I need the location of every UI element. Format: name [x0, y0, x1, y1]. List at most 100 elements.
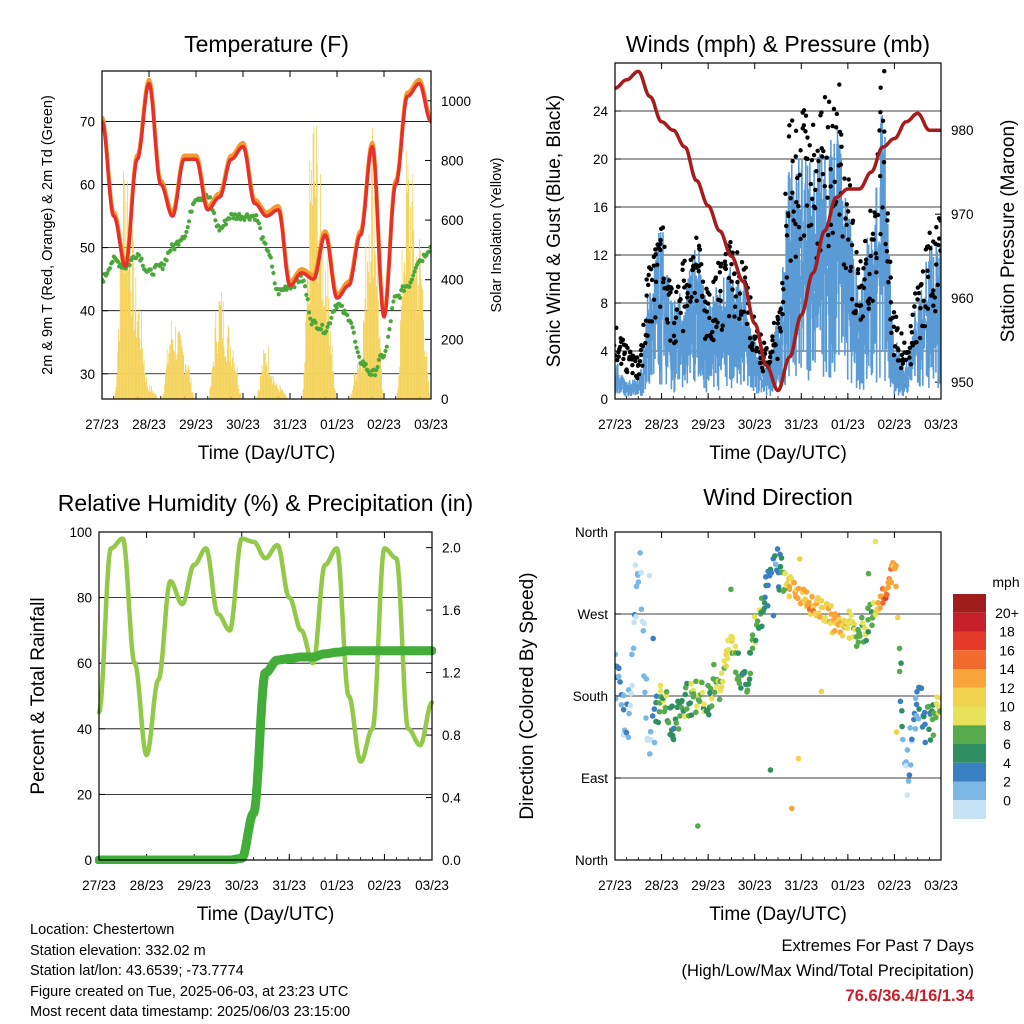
gust-point	[780, 311, 785, 317]
dewpoint-point	[309, 322, 314, 327]
x-tick-label: 02/23	[878, 417, 912, 432]
direction-point	[650, 635, 656, 642]
gust-point	[871, 237, 876, 242]
gust-point	[788, 258, 793, 263]
direction-point	[765, 582, 771, 589]
dewpoint-point	[387, 327, 392, 332]
gust-point	[847, 183, 853, 188]
dewpoint-point	[151, 272, 156, 277]
gust-point	[893, 314, 899, 319]
dewpoint-point	[372, 373, 378, 378]
x-tick-label: 03/23	[415, 878, 449, 893]
gust-point	[744, 321, 750, 327]
dewpoint-point	[349, 320, 354, 326]
direction-point	[732, 669, 739, 676]
direction-point	[657, 682, 664, 689]
colorbar-swatch	[953, 762, 986, 782]
dewpoint-point	[185, 225, 190, 230]
direction-point	[903, 762, 909, 769]
x-tick-label: 02/23	[367, 417, 401, 432]
direction-point	[707, 689, 713, 696]
dewpoint-point	[353, 339, 358, 344]
gust-point	[717, 270, 723, 275]
direction-point	[694, 703, 700, 709]
gust-point	[787, 123, 792, 128]
gust-point	[821, 148, 826, 154]
direction-point	[620, 692, 627, 699]
direction-point	[738, 685, 744, 691]
gust-point	[913, 291, 918, 296]
gust-point	[704, 286, 709, 292]
direction-point	[615, 673, 622, 680]
recent-timestamp: Most recent data timestamp: 2025/06/03 2…	[30, 1004, 351, 1020]
wind_direction-panel: Wind Direction North East South West North 27/…	[517, 484, 1020, 925]
direction-point	[741, 668, 748, 675]
dewpoint-point	[292, 285, 297, 290]
x-axis-label: Time (Day/UTC)	[709, 904, 847, 925]
direction-point	[915, 715, 922, 722]
gust-point	[882, 129, 887, 134]
dewpoint-point	[254, 213, 259, 218]
gust-point	[682, 258, 687, 264]
dewpoint-point	[331, 309, 337, 314]
direction-point	[633, 583, 640, 590]
dewpoint-point	[351, 330, 356, 335]
direction-point	[896, 668, 903, 675]
direction-point	[922, 739, 929, 746]
gust-point	[630, 362, 635, 368]
direction-point	[696, 698, 703, 705]
gust-point	[791, 209, 796, 214]
y-tick-label: South	[573, 689, 608, 704]
direction-point	[647, 736, 654, 743]
gust-point	[658, 237, 663, 243]
gust-point	[878, 85, 883, 90]
gust-point	[925, 274, 931, 280]
gust-point	[828, 166, 833, 172]
gust-point	[931, 288, 936, 293]
gust-point	[866, 306, 871, 311]
direction-point	[744, 687, 751, 694]
gust-point	[809, 222, 814, 227]
gust-point	[805, 156, 810, 162]
gust-point	[849, 297, 855, 302]
temperature-series	[102, 77, 431, 399]
dewpoint-point	[148, 267, 153, 272]
direction-point	[782, 570, 788, 577]
dewpoint-point	[329, 315, 334, 320]
dewpoint-point	[368, 372, 374, 377]
plot-border	[614, 62, 942, 400]
direction-point	[916, 706, 922, 712]
gust-point	[726, 313, 732, 319]
x-tick-label: 31/23	[272, 878, 306, 893]
direction-point	[633, 613, 639, 620]
dewpoint-point	[237, 212, 242, 217]
y-right-tick-label: 600	[441, 213, 464, 228]
direction-point	[865, 570, 872, 577]
y-right-tick-label: 0.0	[442, 853, 461, 868]
direction-point	[913, 701, 920, 708]
gust-point	[729, 262, 734, 267]
y-tick-label: 60	[80, 178, 95, 193]
dewpoint-point	[164, 258, 169, 263]
gust-point	[933, 308, 938, 314]
dewpoint-point	[313, 320, 318, 325]
direction-point	[823, 600, 830, 607]
gust-point	[771, 320, 777, 326]
direction-point	[641, 620, 647, 627]
x-tick-label: 31/23	[273, 417, 307, 432]
dewpoint-point	[301, 278, 306, 283]
gust-point	[884, 248, 890, 254]
direction-point	[795, 595, 801, 602]
gust-point	[891, 310, 897, 315]
extremes-title: Extremes For Past 7 Days	[781, 937, 974, 955]
gust-point	[622, 350, 628, 356]
gust-point	[908, 324, 913, 329]
gust-point	[699, 262, 704, 267]
direction-point	[643, 715, 649, 721]
gust-point	[822, 184, 827, 189]
gust-point	[790, 159, 795, 164]
direction-point	[759, 623, 765, 630]
gust-point	[615, 325, 619, 331]
dewpoint-point	[386, 334, 391, 339]
